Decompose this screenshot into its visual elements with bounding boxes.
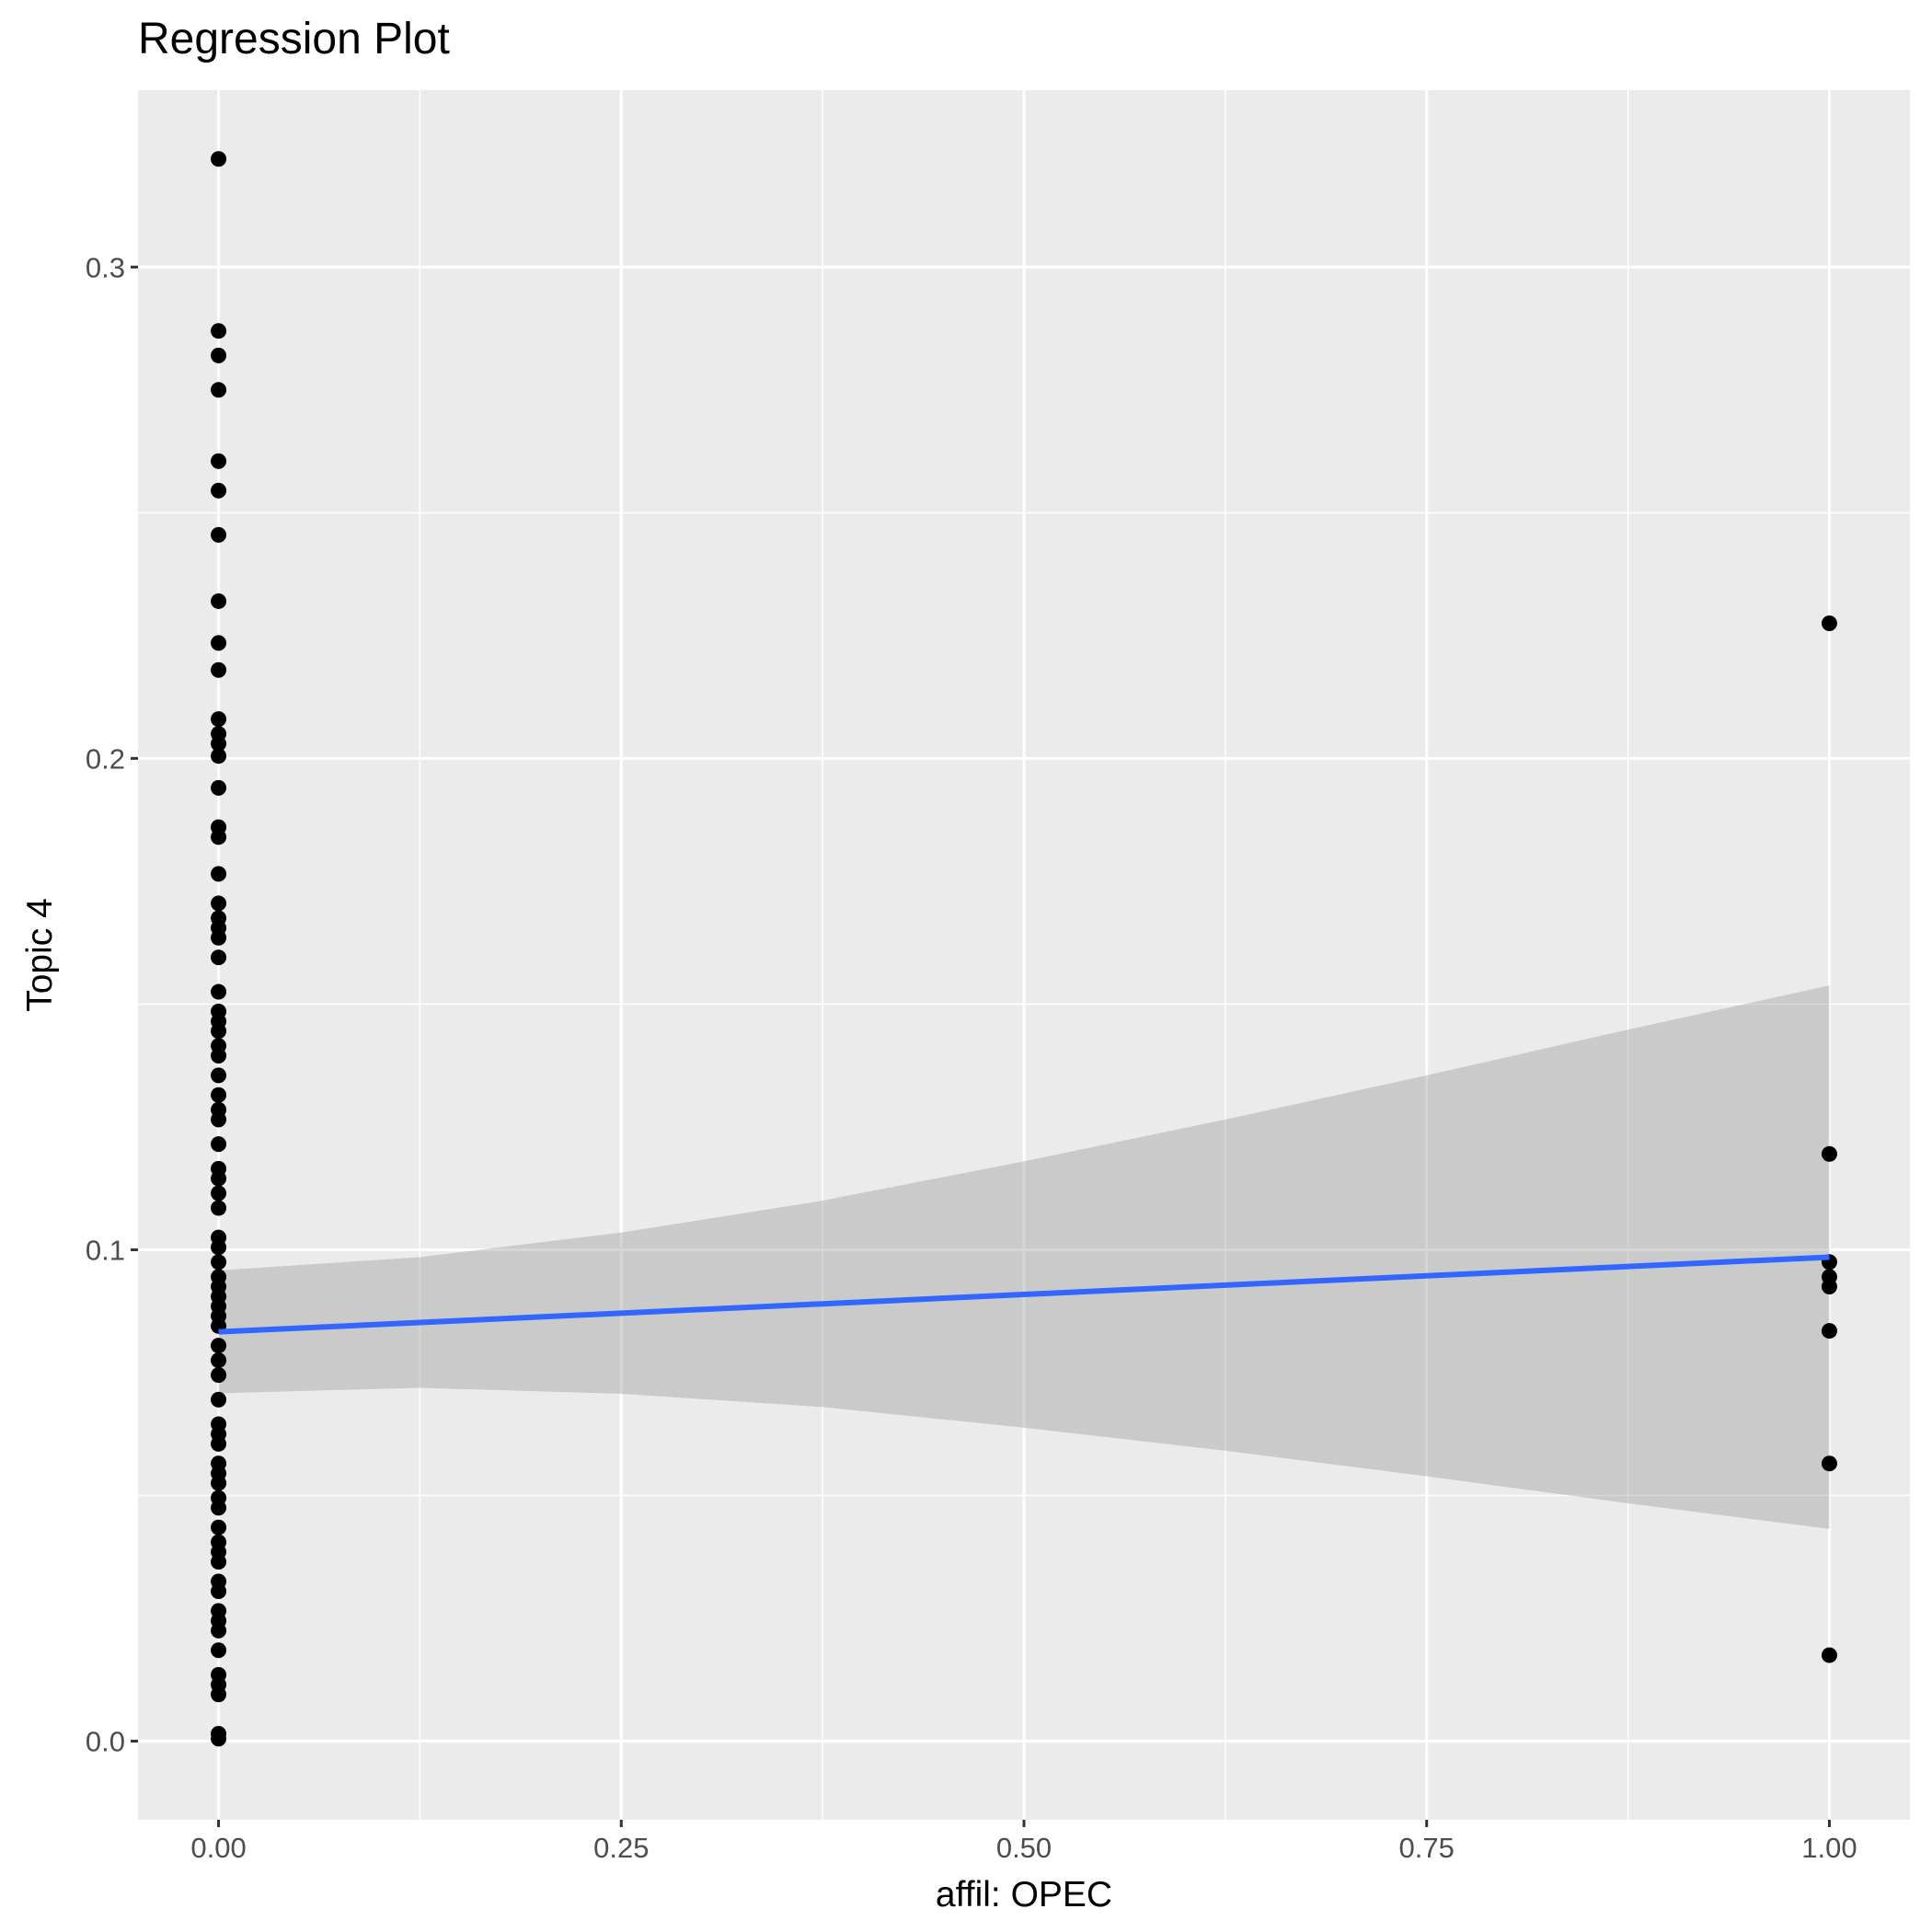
- data-point: [211, 151, 227, 167]
- data-point: [211, 929, 227, 946]
- regression-line: [218, 1254, 1830, 1335]
- data-point: [211, 866, 227, 882]
- data-point: [211, 983, 227, 1000]
- data-point: [211, 1047, 227, 1064]
- data-point: [211, 1475, 227, 1491]
- x-axis-title: affil: OPEC: [936, 1875, 1112, 1915]
- data-point: [211, 711, 227, 728]
- data-point: [1821, 1279, 1837, 1295]
- data-point: [211, 1200, 227, 1216]
- x-tick-label: 0.75: [1399, 1832, 1455, 1864]
- chart-title: Regression Plot: [138, 15, 450, 63]
- data-point: [211, 1686, 227, 1703]
- data-point: [211, 829, 227, 845]
- data-point: [211, 323, 227, 339]
- y-axis-title: Topic 4: [20, 898, 60, 1012]
- data-point: [211, 482, 227, 499]
- data-point: [211, 1067, 227, 1084]
- data-point: [211, 1500, 227, 1516]
- y-axis: 0.0 0.1 0.2 0.3: [86, 251, 138, 1758]
- data-point: [211, 895, 227, 912]
- y-tick-label: 0.1: [86, 1234, 125, 1266]
- y-tick-label: 0.2: [86, 742, 125, 775]
- x-tick-label: 0.25: [593, 1832, 649, 1864]
- data-point: [1821, 615, 1837, 631]
- data-point: [211, 1519, 227, 1535]
- data-point: [211, 592, 227, 609]
- data-point: [211, 661, 227, 678]
- y-tick-label: 0.0: [86, 1726, 125, 1758]
- data-point: [211, 1111, 227, 1128]
- data-point: [211, 949, 227, 966]
- data-point: [211, 1254, 227, 1271]
- data-point: [1821, 1145, 1837, 1162]
- data-point: [211, 1136, 227, 1153]
- x-tick-label: 0.00: [190, 1832, 246, 1864]
- data-point: [211, 1352, 227, 1369]
- data-point: [1821, 1647, 1837, 1663]
- x-tick-label: 1.00: [1801, 1832, 1857, 1864]
- x-tick-label: 0.50: [996, 1832, 1052, 1864]
- data-point: [211, 526, 227, 543]
- data-point: [211, 453, 227, 469]
- data-point: [211, 1185, 227, 1202]
- confidence-band: [218, 985, 1830, 1529]
- data-point: [211, 382, 227, 398]
- x-axis: 0.00 0.25 0.50 0.75 1.00: [190, 1820, 1857, 1864]
- data-point: [1821, 1323, 1837, 1340]
- data-point: [211, 1338, 227, 1354]
- data-point: [211, 635, 227, 651]
- data-point: [211, 1239, 227, 1256]
- data-point: [211, 1554, 227, 1570]
- data-point: [211, 347, 227, 363]
- data-point: [211, 748, 227, 765]
- data-point: [211, 779, 227, 796]
- data-point: [211, 1435, 227, 1452]
- data-point: [211, 1023, 227, 1040]
- data-point: [211, 1622, 227, 1639]
- data-point: [211, 735, 227, 752]
- y-tick-label: 0.3: [86, 251, 125, 283]
- data-point: [1821, 1455, 1837, 1472]
- data-point: [211, 1642, 227, 1659]
- major-gridlines: [138, 90, 1910, 1820]
- data-points: [211, 151, 1837, 1747]
- data-point: [211, 1170, 227, 1187]
- data-point: [211, 1391, 227, 1408]
- data-point: [211, 1367, 227, 1384]
- data-point: [211, 1087, 227, 1103]
- data-point: [211, 1731, 227, 1747]
- data-point: [211, 1583, 227, 1600]
